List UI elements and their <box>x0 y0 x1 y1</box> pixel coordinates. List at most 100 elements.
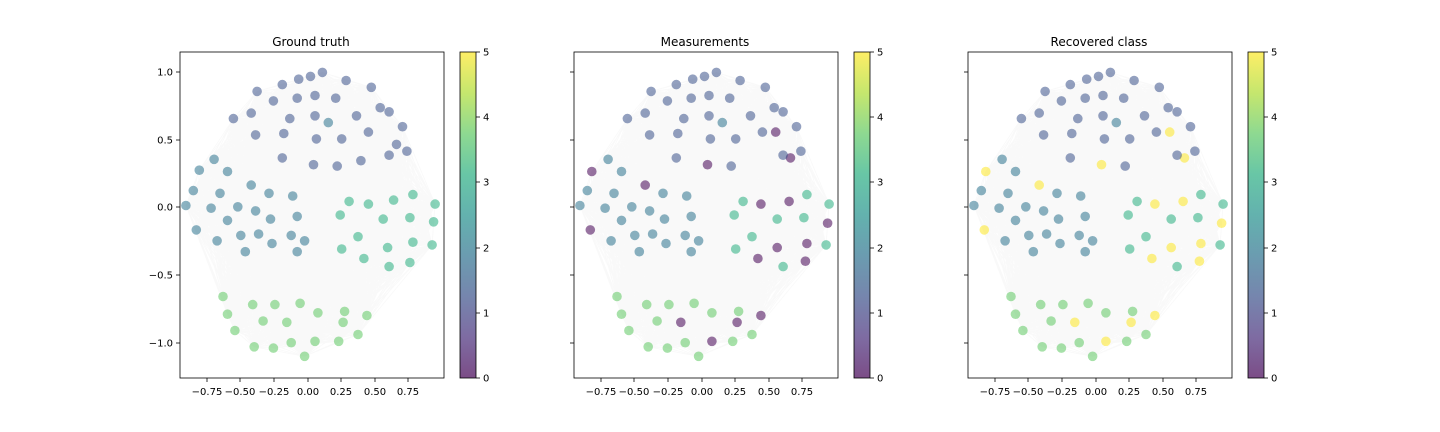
colorbar-tick-label: 2 <box>877 244 883 255</box>
data-point <box>1101 336 1111 347</box>
data-point <box>215 188 225 199</box>
data-point <box>362 310 372 321</box>
data-point <box>250 130 261 140</box>
data-point <box>622 113 633 124</box>
data-point <box>277 79 288 90</box>
data-point <box>317 67 328 78</box>
x-tick-label: 0.75 <box>1185 387 1207 398</box>
data-point <box>659 214 670 224</box>
data-point <box>575 200 585 211</box>
data-point <box>643 342 653 352</box>
data-point <box>1058 299 1068 310</box>
data-point <box>616 166 627 177</box>
graph-edges <box>579 72 830 357</box>
colorbar-tick-label: 3 <box>483 178 489 189</box>
data-point <box>295 298 305 309</box>
data-point <box>194 165 205 175</box>
y-tick-label: 0.0 <box>157 203 173 214</box>
data-point <box>356 155 366 166</box>
data-point <box>800 256 811 267</box>
data-point <box>222 215 233 226</box>
y-tick-label: −0.5 <box>149 271 173 282</box>
x-axis: −0.75 −0.50 −0.25 0.00 0.25 0.50 0.75 <box>980 378 1207 398</box>
data-point <box>1132 196 1142 207</box>
data-point <box>363 127 374 137</box>
data-point <box>191 225 202 235</box>
data-point <box>1074 230 1084 241</box>
data-point <box>1075 191 1086 201</box>
data-point <box>662 343 673 353</box>
data-point <box>981 166 991 177</box>
data-point <box>1139 111 1150 121</box>
data-point <box>250 206 261 216</box>
x-tick-label: −0.50 <box>225 387 256 398</box>
data-point <box>671 79 682 90</box>
data-point <box>310 336 320 347</box>
x-tick-label: 0.25 <box>1118 387 1140 398</box>
data-point <box>313 308 323 318</box>
data-point <box>286 337 297 348</box>
data-point <box>212 236 222 246</box>
data-point <box>310 90 320 101</box>
data-point <box>585 225 596 235</box>
colorbar: 0 1 2 3 4 5 <box>853 48 883 385</box>
data-point <box>1073 113 1083 124</box>
data-point <box>344 196 354 207</box>
data-point <box>704 90 714 101</box>
colorbar-gradient <box>853 51 871 379</box>
data-point <box>209 154 219 165</box>
data-point <box>299 236 310 246</box>
data-point <box>707 336 717 347</box>
x-tick-label: −0.25 <box>1047 387 1078 398</box>
plot-frame <box>179 51 445 379</box>
data-point <box>258 316 268 326</box>
data-point <box>802 238 812 249</box>
data-point <box>1035 299 1046 310</box>
data-point <box>1006 291 1016 302</box>
data-point <box>1118 93 1129 103</box>
x-tick-label: −0.25 <box>653 387 684 398</box>
data-point <box>747 329 757 340</box>
data-point <box>707 308 717 318</box>
data-point <box>778 107 788 117</box>
data-point <box>699 71 710 82</box>
data-point <box>332 161 343 171</box>
data-point <box>770 127 781 137</box>
data-point <box>353 231 363 242</box>
data-point <box>1093 71 1104 82</box>
edge-bundle <box>579 72 830 357</box>
data-point <box>1121 336 1132 347</box>
x-axis: −0.75 −0.50 −0.25 0.00 0.25 0.50 0.75 <box>192 378 419 398</box>
data-point <box>1010 309 1021 320</box>
data-point <box>382 242 393 253</box>
data-point <box>717 117 728 128</box>
data-point <box>640 108 650 118</box>
data-point <box>333 336 344 347</box>
data-point <box>353 329 363 340</box>
data-point <box>612 291 622 302</box>
data-point <box>730 244 741 254</box>
data-point <box>310 111 320 121</box>
data-point <box>603 154 613 165</box>
data-point <box>673 128 683 139</box>
data-point <box>644 206 655 216</box>
data-point <box>1124 244 1135 254</box>
data-point <box>676 317 686 328</box>
data-point <box>1196 238 1206 249</box>
data-point <box>1151 127 1162 137</box>
data-point <box>627 202 637 212</box>
data-point <box>680 337 690 348</box>
panel-title: Measurements <box>661 35 750 49</box>
data-point <box>265 214 276 224</box>
data-point <box>391 139 402 150</box>
data-point <box>1070 317 1080 328</box>
data-point <box>671 153 682 163</box>
data-point <box>228 113 239 124</box>
data-point <box>299 351 310 362</box>
data-point <box>264 188 274 199</box>
data-point <box>1016 113 1027 124</box>
data-point <box>769 102 779 113</box>
data-point <box>282 317 292 328</box>
data-point <box>1193 212 1203 223</box>
data-point <box>1216 218 1227 228</box>
